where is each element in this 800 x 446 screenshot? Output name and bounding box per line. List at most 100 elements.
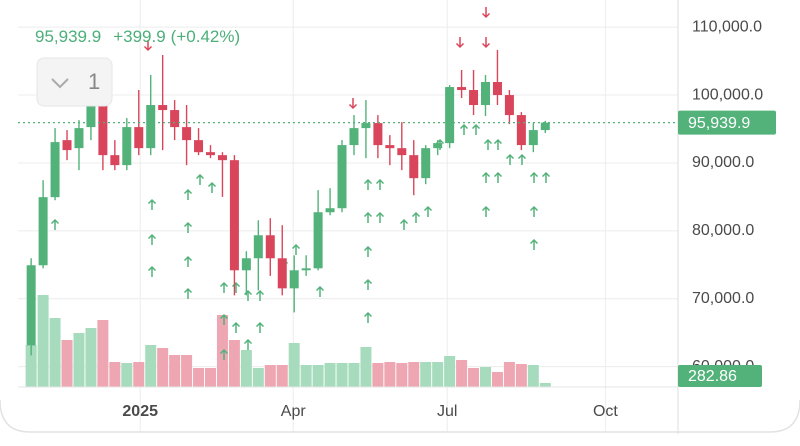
header-price: 95,939.9 +399.9 (+0.42%) — [35, 27, 240, 46]
candle-body — [409, 155, 419, 179]
candle-body — [445, 87, 455, 144]
candle-body — [385, 145, 395, 149]
up-arrow — [50, 218, 60, 230]
candle-body — [313, 212, 323, 269]
candle-body — [277, 258, 287, 289]
x-tick-label: Jul — [437, 403, 457, 420]
up-arrow — [399, 218, 409, 230]
volume-tag — [678, 365, 762, 387]
volume-bar — [264, 365, 276, 387]
candle-body — [50, 142, 60, 198]
up-arrow — [529, 238, 539, 250]
up-arrow — [493, 138, 503, 150]
volume-bar — [539, 382, 551, 387]
candle-body — [504, 95, 514, 116]
up-arrow — [243, 338, 253, 350]
up-arrow — [363, 245, 373, 257]
interval-box[interactable]: 1 — [36, 57, 113, 107]
volume-tag-text: 282.86 — [688, 368, 737, 385]
y-tick-label: 90,000.0 — [692, 154, 754, 171]
change: +399.9 — [113, 27, 165, 46]
up-arrow — [219, 313, 229, 325]
axis-labels: 60,000.070,000.080,000.090,000.0100,000.… — [122, 18, 763, 420]
volume-bar — [133, 362, 145, 387]
up-arrow — [255, 321, 265, 333]
up-arrow — [195, 173, 205, 185]
up-arrow — [529, 205, 539, 217]
up-arrow — [219, 281, 229, 293]
up-arrow — [183, 255, 193, 267]
candle-body — [74, 128, 84, 149]
volume-bar — [468, 368, 480, 387]
volume-bar — [193, 368, 205, 387]
frame — [0, 399, 800, 433]
up-arrow — [517, 153, 527, 165]
candle-body — [134, 127, 144, 149]
signal-arrows — [50, 7, 551, 360]
volume-bar — [181, 355, 193, 387]
up-arrow — [363, 178, 373, 190]
candle-body — [86, 103, 96, 128]
candle-body — [38, 197, 48, 266]
y-tick-label: 70,000.0 — [692, 290, 754, 307]
y-tick-label: 80,000.0 — [692, 222, 754, 239]
volume-bar — [480, 367, 491, 387]
candle-body — [325, 208, 335, 213]
up-arrow — [183, 221, 193, 233]
x-tick-label: Oct — [593, 403, 618, 420]
up-arrow — [363, 311, 373, 323]
volume-bar — [456, 360, 468, 387]
volume-bar — [300, 365, 312, 387]
change-pct: (+0.42%) — [171, 27, 240, 46]
up-arrow — [481, 171, 491, 183]
price-tag-text: 95,939.9 — [688, 115, 750, 132]
up-arrow — [147, 265, 157, 277]
candle-body — [26, 265, 36, 346]
candle-body — [301, 268, 311, 271]
up-arrow — [147, 233, 157, 245]
volume-bar — [360, 347, 372, 387]
up-arrow — [375, 211, 385, 223]
volume-bar — [240, 350, 252, 387]
up-arrow — [219, 348, 229, 360]
up-arrow — [147, 198, 157, 210]
volume-bar — [73, 333, 85, 387]
up-arrow — [231, 321, 241, 333]
candle-body — [98, 103, 108, 156]
volume-pane — [25, 295, 551, 387]
up-arrow — [541, 171, 551, 183]
volume-bar — [205, 368, 216, 387]
up-arrow — [529, 171, 539, 183]
up-arrow — [423, 205, 433, 217]
volume-bar — [121, 363, 133, 387]
candle-body — [349, 128, 359, 146]
volume-bar — [527, 365, 539, 387]
up-arrow — [243, 289, 253, 301]
candle-body — [457, 87, 467, 91]
up-arrow — [375, 178, 385, 190]
candle-body — [241, 258, 251, 271]
y-tick-label: 110,000.0 — [692, 18, 762, 35]
down-arrow — [455, 37, 465, 49]
candles — [26, 49, 550, 356]
candle-body — [253, 235, 263, 259]
candle-body — [182, 127, 192, 141]
x-tick-label: 2025 — [122, 403, 158, 420]
volume-bar — [61, 340, 73, 387]
up-arrow — [231, 281, 241, 293]
candle-body — [469, 90, 479, 106]
price-tag — [678, 110, 776, 135]
up-arrow — [411, 211, 421, 223]
candle-body — [289, 270, 299, 289]
up-arrow — [183, 287, 193, 299]
down-arrow — [348, 98, 358, 110]
candle-body — [229, 160, 239, 271]
candle-body — [373, 123, 383, 146]
volume-bar — [444, 356, 456, 387]
price: 95,939.9 — [35, 27, 101, 46]
up-arrow — [481, 205, 491, 217]
candle-body — [540, 122, 550, 131]
volume-bar — [348, 363, 360, 387]
candle-body — [528, 130, 538, 146]
